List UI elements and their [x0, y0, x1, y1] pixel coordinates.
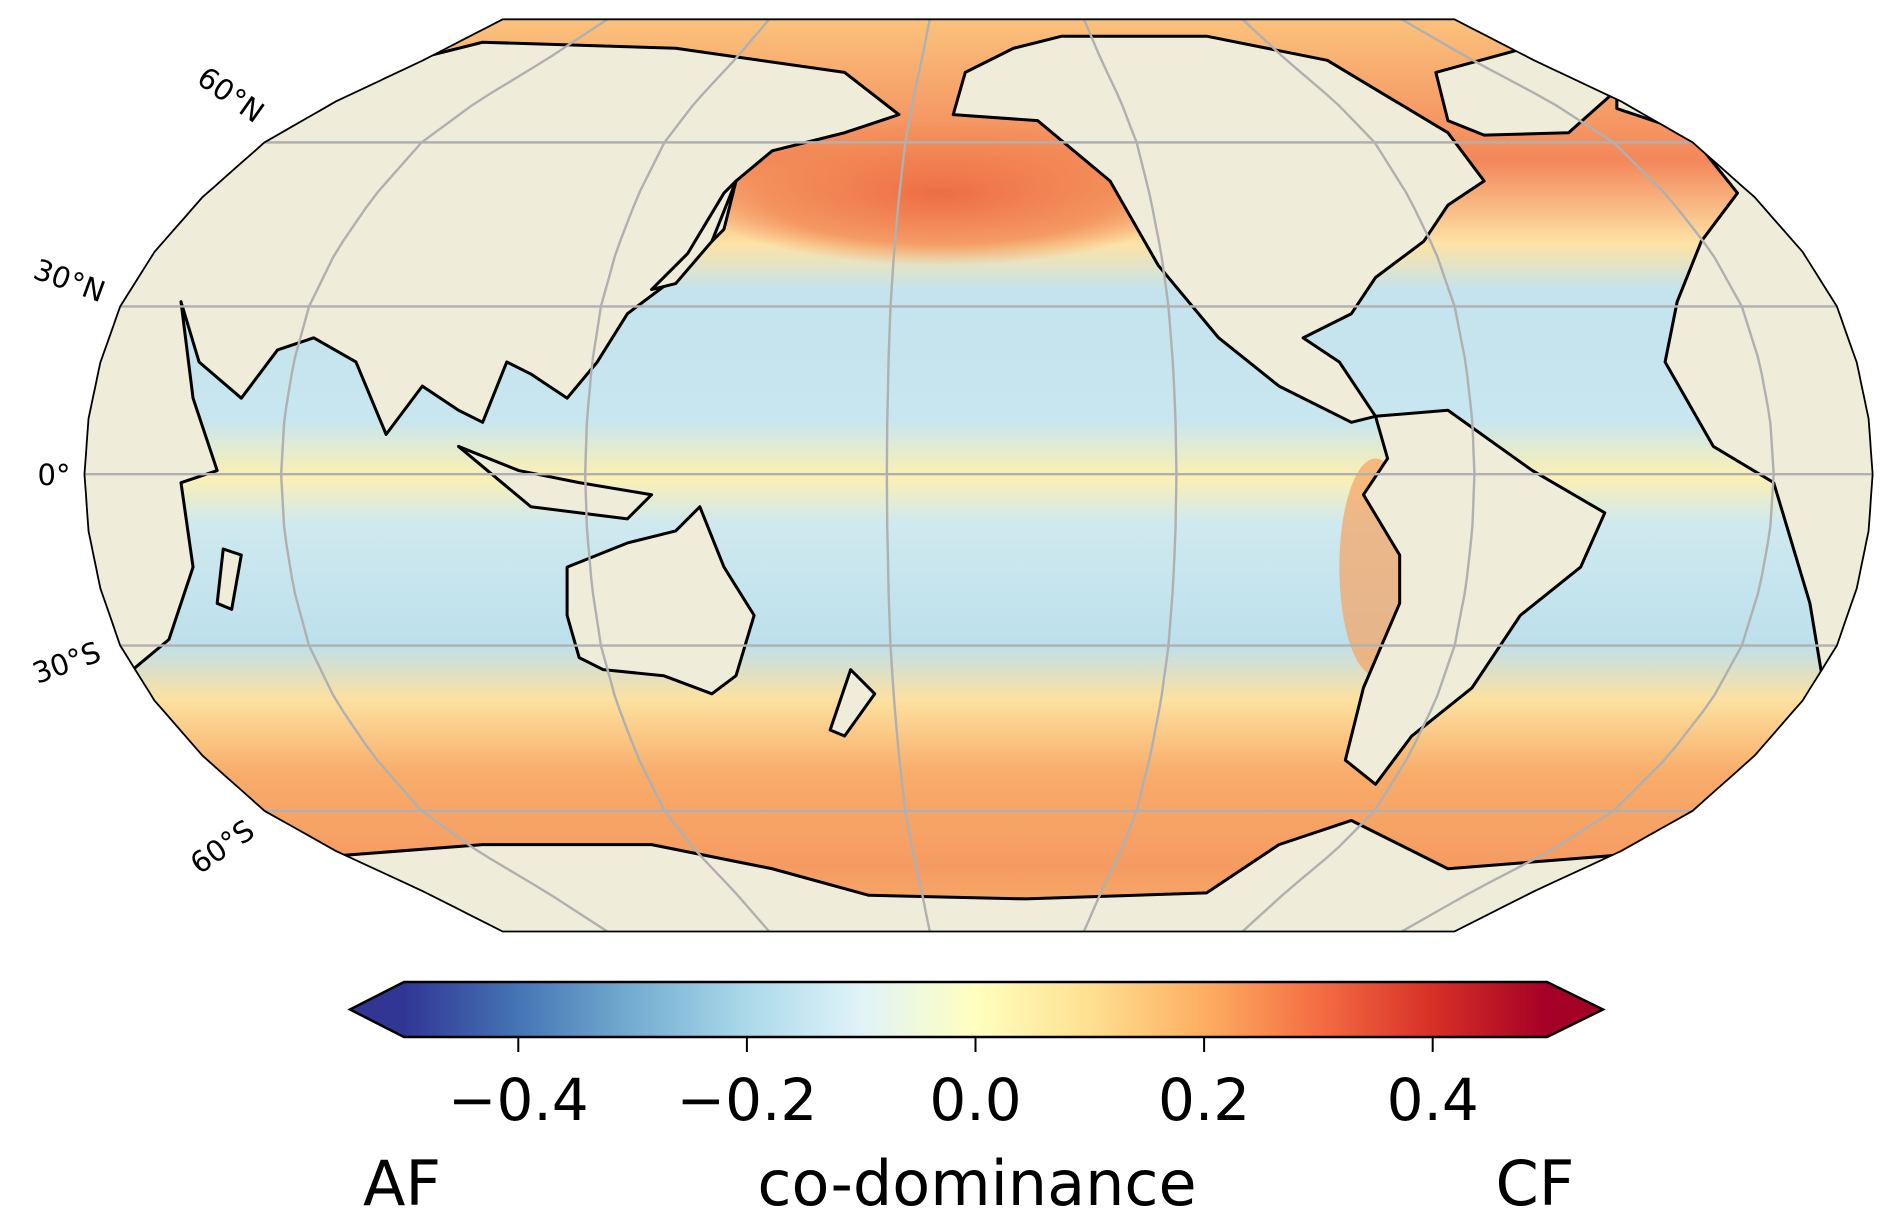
colorbar-label-af: AF: [363, 1147, 441, 1220]
colorbar-tick-label: −0.4: [448, 1066, 589, 1134]
colorbar-extend-high: [1547, 982, 1603, 1037]
japan: [650, 179, 738, 292]
colorbar-label-cf: CF: [1496, 1147, 1575, 1220]
north-pacific-hotspot: [687, 120, 1195, 266]
colorbar-label-center: co-dominance: [757, 1147, 1196, 1220]
eurasia-africa: [84, 19, 901, 726]
meridian-line: [279, 19, 609, 932]
australia: [565, 505, 756, 696]
colorbar-outline: [347, 980, 1606, 1039]
colorbar-tick-label: 0.0: [929, 1066, 1021, 1134]
graticule: [84, 19, 1873, 932]
meridian-line: [1241, 19, 1476, 932]
colorbar-gradient: [404, 982, 1547, 1037]
lat-label-30n: 30°N: [29, 252, 109, 309]
madagascar: [215, 547, 243, 611]
lat-label-0: 0°: [38, 458, 71, 492]
meridian-line: [583, 19, 771, 932]
lat-label-30s: 30°S: [28, 635, 105, 691]
colorbar-tick-label: 0.2: [1158, 1066, 1250, 1134]
indonesia: [456, 444, 654, 521]
colorbar-extend-low: [350, 982, 404, 1037]
lat-label-60n: 60°N: [191, 60, 270, 130]
colorbar: −0.4 −0.2 0.0 0.2 0.4 AF co-dominance CF: [347, 980, 1606, 1220]
map: [83, 18, 1874, 933]
meridian-line: [1082, 19, 1178, 932]
map-outline: [83, 18, 1874, 933]
colorbar-tick-label: 0.4: [1387, 1066, 1479, 1134]
meridian-line: [1401, 19, 1775, 932]
colorbar-tick-label: −0.2: [676, 1066, 817, 1134]
south-america: [1343, 408, 1607, 786]
meridian-line: [885, 19, 931, 932]
lat-label-60s: 60°S: [184, 813, 261, 881]
north-america: [951, 34, 1486, 424]
new-zealand: [828, 668, 877, 738]
